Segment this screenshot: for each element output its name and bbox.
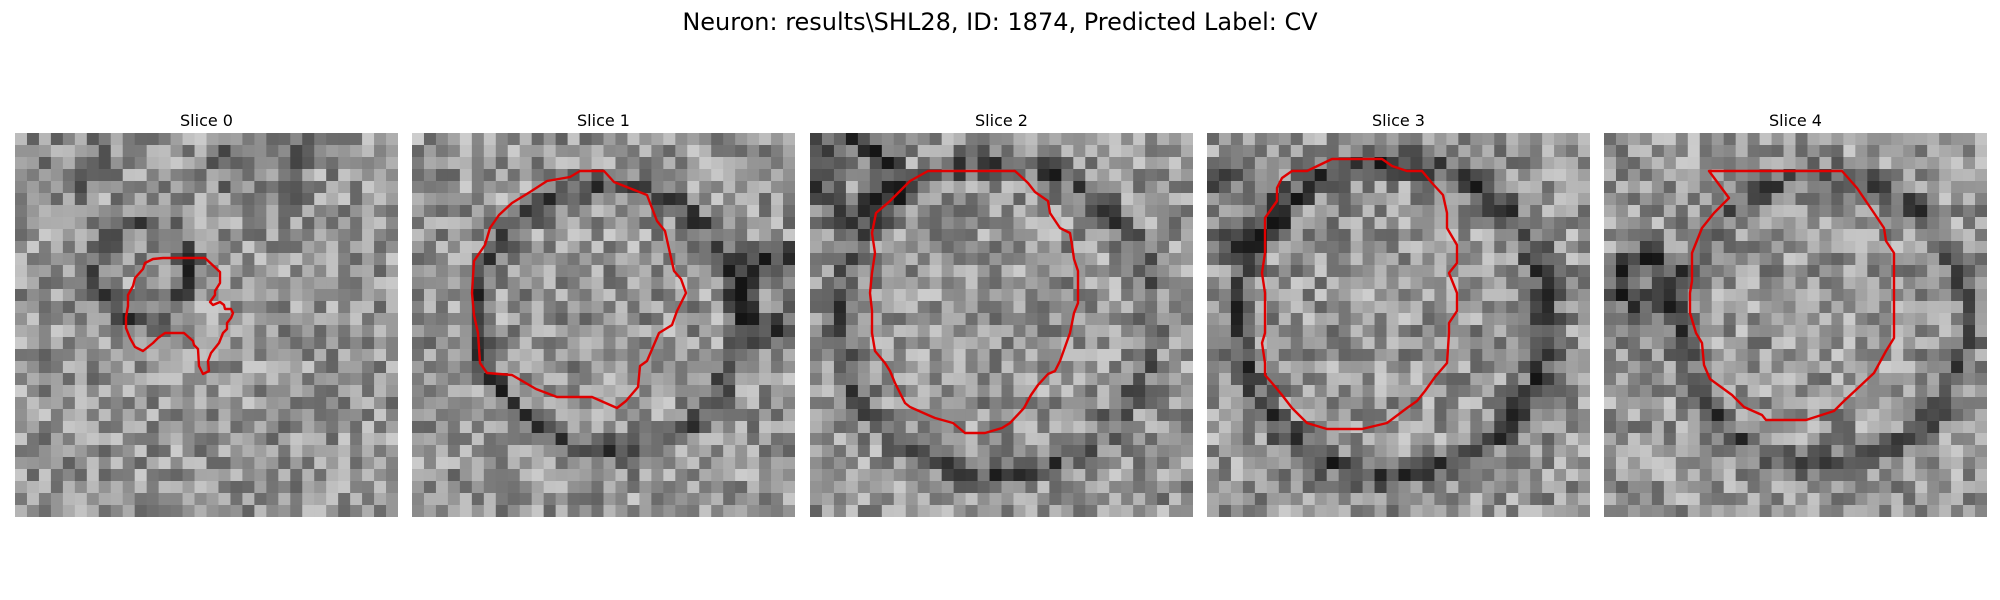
slice-0-pixels — [15, 133, 398, 517]
slice-3-pixels — [1207, 133, 1590, 517]
slice-1-canvas — [412, 133, 795, 517]
slice-1-pixels — [412, 133, 795, 517]
slice-2-canvas — [810, 133, 1193, 517]
slice-2-pixels — [810, 133, 1193, 517]
slice-3-image — [1207, 133, 1590, 517]
slice-1-image — [412, 133, 795, 517]
panel-title-slice-1: Slice 1 — [577, 111, 630, 130]
slice-4-image — [1604, 133, 1987, 517]
slice-4-canvas — [1604, 133, 1987, 517]
panel-title-slice-2: Slice 2 — [975, 111, 1028, 130]
slice-4-contour — [1688, 169, 1896, 422]
slice-4-pixels — [1604, 133, 1987, 517]
slice-3-canvas — [1207, 133, 1590, 517]
slice-0-contour — [124, 256, 235, 376]
figure-title: Neuron: results\SHL28, ID: 1874, Predict… — [682, 8, 1318, 36]
slice-1-contour — [470, 169, 688, 410]
slice-3-contour — [1260, 157, 1459, 431]
slice-0-canvas — [15, 133, 398, 517]
panel-title-slice-4: Slice 4 — [1769, 111, 1822, 130]
panel-title-slice-3: Slice 3 — [1372, 111, 1425, 130]
slice-2-image — [810, 133, 1193, 517]
panel-title-slice-0: Slice 0 — [180, 111, 233, 130]
slice-0-image — [15, 133, 398, 517]
slice-2-contour — [868, 169, 1080, 435]
